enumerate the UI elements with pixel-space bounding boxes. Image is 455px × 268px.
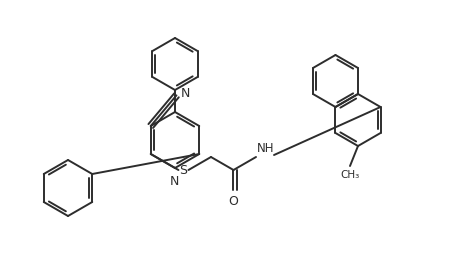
Text: N: N bbox=[180, 87, 189, 100]
Text: NH: NH bbox=[257, 142, 274, 155]
Text: O: O bbox=[228, 195, 238, 208]
Text: S: S bbox=[179, 163, 187, 177]
Text: CH₃: CH₃ bbox=[339, 170, 359, 180]
Text: N: N bbox=[169, 175, 178, 188]
